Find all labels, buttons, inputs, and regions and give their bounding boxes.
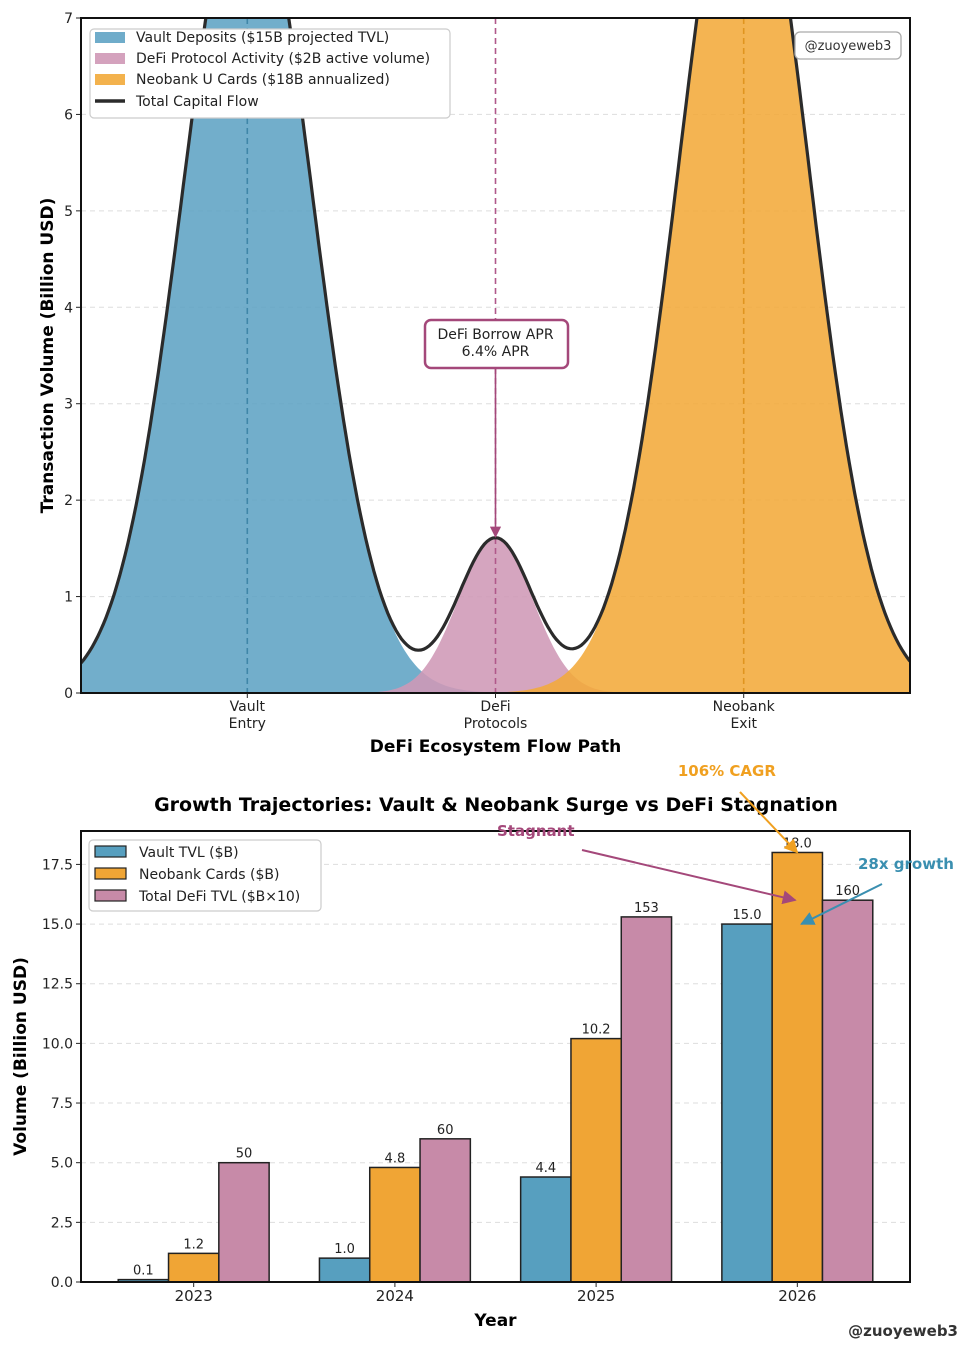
legend-label: Total DeFi TVL ($B×10) xyxy=(138,889,300,905)
y-tick-label: 2 xyxy=(64,493,73,509)
y-tick-label: 2.5 xyxy=(51,1215,73,1231)
bar-value-label: 153 xyxy=(634,901,659,916)
annotation-text: Stagnant xyxy=(497,822,574,840)
legend-label: Vault Deposits ($15B projected TVL) xyxy=(136,30,389,46)
x-tick-label: DeFi xyxy=(480,699,510,715)
y-tick-label: 12.5 xyxy=(42,977,73,993)
bar-value-label: 0.1 xyxy=(133,1264,154,1279)
watermark: @zuoyeweb3 xyxy=(805,39,892,54)
annotation-text: 106% CAGR xyxy=(678,762,776,780)
annotation-text: 6.4% APR xyxy=(462,344,530,360)
bar xyxy=(519,1176,572,1283)
y-tick-label: 0 xyxy=(64,686,73,702)
legend-box xyxy=(88,839,322,912)
x-tick-label: Protocols xyxy=(464,716,528,732)
growth-bar-chart: Growth Trajectories: Vault & Neobank Sur… xyxy=(11,762,958,1340)
legend-label: Neobank U Cards ($18B annualized) xyxy=(136,72,390,88)
legend: Vault Deposits ($15B projected TVL) DeFi … xyxy=(89,28,451,119)
legend-label: DeFi Protocol Activity ($2B active volum… xyxy=(136,51,430,67)
annotation-text: DeFi Borrow APR xyxy=(437,327,553,343)
bar-value-label: 1.0 xyxy=(334,1242,355,1257)
annotation-arrow xyxy=(800,883,883,925)
x-tick-label: 2025 xyxy=(577,1287,615,1305)
legend-swatch xyxy=(94,889,127,902)
bar xyxy=(821,899,874,1283)
legend-swatch xyxy=(94,867,127,880)
y-tick-label: 0.0 xyxy=(51,1275,73,1291)
x-tick-label: Exit xyxy=(730,716,757,732)
x-tick-label: 2023 xyxy=(175,1287,213,1305)
bar xyxy=(570,1037,623,1283)
bar xyxy=(721,923,773,1283)
x-tick-label: Neobank xyxy=(713,699,776,715)
y-axis-label: Transaction Volume (Billion USD) xyxy=(38,198,58,514)
y-tick-label: 5.0 xyxy=(51,1156,73,1172)
y-tick-label: 3 xyxy=(64,397,73,413)
x-tick-label: Vault xyxy=(230,699,266,715)
bar xyxy=(419,1138,472,1283)
legend-swatch xyxy=(95,74,125,85)
y-tick-label: 15.0 xyxy=(42,917,73,933)
axes-frame xyxy=(80,830,911,1283)
x-tick-label: 2026 xyxy=(778,1287,816,1305)
legend-label: Total Capital Flow xyxy=(135,94,259,110)
bar-value-label: 4.4 xyxy=(535,1161,556,1176)
bar-value-label: 15.0 xyxy=(733,908,762,923)
x-tick-label: 2024 xyxy=(376,1287,414,1305)
annotation-text: 28x growth xyxy=(858,855,954,873)
y-tick-label: 7 xyxy=(64,11,73,27)
x-axis-label: DeFi Ecosystem Flow Path xyxy=(370,737,621,757)
bar xyxy=(620,916,673,1283)
bar xyxy=(318,1257,371,1283)
legend-swatch xyxy=(94,845,127,858)
y-tick-label: 4 xyxy=(64,300,73,316)
bar-value-label: 18.0 xyxy=(783,836,812,851)
y-tick-label: 7.5 xyxy=(51,1096,73,1112)
bar-value-label: 10.2 xyxy=(582,1023,611,1038)
y-tick-label: 5 xyxy=(64,204,73,220)
area-2 xyxy=(81,18,910,693)
x-tick-label: Entry xyxy=(229,716,266,732)
y-tick-label: 6 xyxy=(64,107,73,123)
annotation-box xyxy=(423,318,570,370)
bar-value-label: 1.2 xyxy=(183,1237,204,1252)
bar-value-label: 4.8 xyxy=(385,1151,406,1166)
legend-swatch xyxy=(95,53,125,64)
y-tick-label: 17.5 xyxy=(42,857,73,873)
legend-label: Neobank Cards ($B) xyxy=(139,867,279,883)
y-tick-label: 10.0 xyxy=(42,1036,73,1052)
legend-swatch xyxy=(95,32,125,43)
bar xyxy=(167,1252,220,1283)
y-tick-label: 1 xyxy=(64,590,73,606)
annotation-arrow xyxy=(739,791,799,854)
chart-title: Growth Trajectories: Vault & Neobank Sur… xyxy=(154,794,838,816)
area-1 xyxy=(81,538,910,693)
bar-value-label: 50 xyxy=(236,1147,253,1162)
annotation-arrow xyxy=(581,849,797,905)
area-0 xyxy=(81,18,910,693)
x-axis-label: Year xyxy=(473,1311,517,1331)
y-axis-label: Volume (Billion USD) xyxy=(11,957,31,1156)
bar xyxy=(218,1161,270,1283)
watermark: @zuoyeweb3 xyxy=(848,1322,958,1340)
legend-box xyxy=(89,28,451,119)
legend-label: Vault TVL ($B) xyxy=(139,845,239,861)
bar xyxy=(368,1166,421,1283)
bar-value-label: 160 xyxy=(835,884,860,899)
bar-value-label: 60 xyxy=(437,1123,454,1138)
legend: Vault TVL ($B) Neobank Cards ($B) Total De… xyxy=(88,839,322,912)
watermark-box xyxy=(794,31,902,60)
